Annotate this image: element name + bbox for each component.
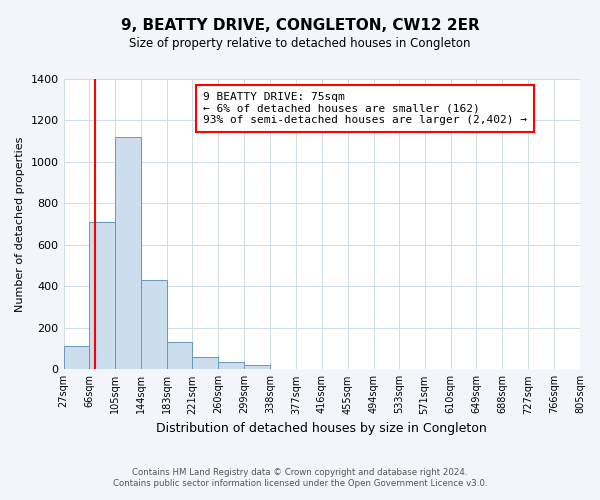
Bar	[193, 358, 218, 370]
Text: Contains public sector information licensed under the Open Government Licence v3: Contains public sector information licen…	[113, 479, 487, 488]
Bar	[218, 362, 244, 370]
Bar	[141, 280, 167, 370]
Bar	[64, 346, 89, 370]
Bar	[115, 137, 141, 370]
Text: 9 BEATTY DRIVE: 75sqm
← 6% of detached houses are smaller (162)
93% of semi-deta: 9 BEATTY DRIVE: 75sqm ← 6% of detached h…	[203, 92, 527, 126]
Text: Contains HM Land Registry data © Crown copyright and database right 2024.: Contains HM Land Registry data © Crown c…	[132, 468, 468, 477]
Bar	[89, 222, 115, 370]
Text: 9, BEATTY DRIVE, CONGLETON, CW12 2ER: 9, BEATTY DRIVE, CONGLETON, CW12 2ER	[121, 18, 479, 32]
Text: Size of property relative to detached houses in Congleton: Size of property relative to detached ho…	[129, 38, 471, 51]
X-axis label: Distribution of detached houses by size in Congleton: Distribution of detached houses by size …	[157, 422, 487, 435]
Y-axis label: Number of detached properties: Number of detached properties	[15, 136, 25, 312]
Bar	[167, 342, 193, 369]
Bar	[244, 365, 270, 370]
